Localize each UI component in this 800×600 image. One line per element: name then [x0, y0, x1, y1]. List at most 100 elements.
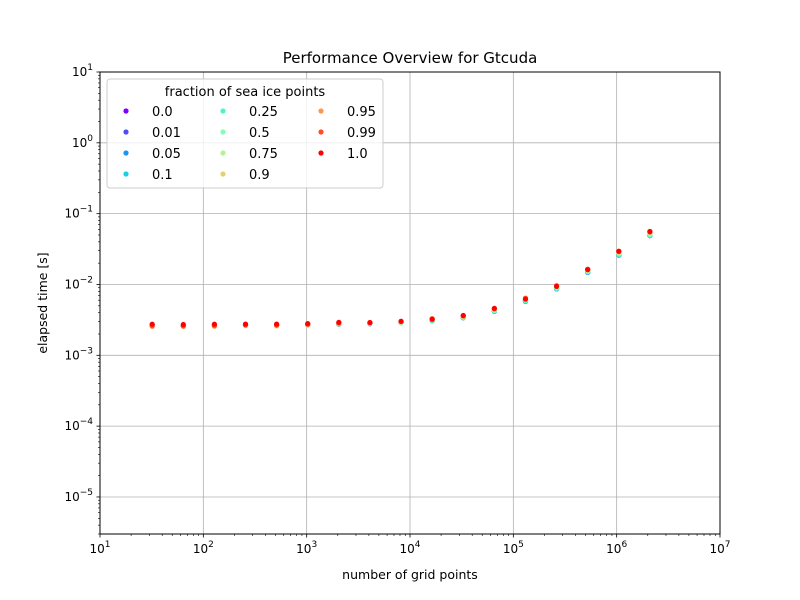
- data-point: [491, 305, 497, 311]
- legend-entry: 0.99: [318, 126, 376, 141]
- y-tick-label-base: 10: [64, 207, 79, 221]
- y-tick-label-base: 10: [72, 65, 87, 79]
- x-tick-label-exponent: 2: [208, 540, 214, 550]
- axis-ticks: 101 102 103 104 105 106 10710−510−410−310−210−…: [64, 63, 730, 556]
- data-point: [585, 267, 591, 273]
- legend-entry: 0.01: [123, 126, 181, 141]
- data-point: [274, 321, 280, 327]
- legend-marker: [123, 171, 129, 177]
- x-tick-label: 107: [709, 540, 730, 556]
- data-points: [149, 228, 653, 330]
- data-point: [242, 321, 249, 327]
- legend-label: 0.75: [249, 147, 278, 162]
- x-tick-label-exponent: 5: [518, 540, 524, 550]
- legend-marker: [123, 129, 129, 135]
- data-point: [647, 228, 653, 235]
- legend-label: 0.5: [249, 126, 270, 141]
- legend-entry: 0.9: [220, 168, 270, 183]
- data-point: [149, 321, 155, 327]
- y-axis-label: elapsed time [s]: [35, 252, 50, 353]
- y-tick-label: 10−3: [64, 346, 93, 362]
- data-point: [616, 248, 622, 254]
- legend-marker: [220, 171, 226, 177]
- y-tick-label: 10−2: [64, 275, 93, 291]
- x-tick-label-base: 10: [296, 542, 311, 556]
- legend-entry: 0.1: [123, 168, 173, 183]
- data-point: [398, 318, 404, 324]
- y-tick-label: 101: [72, 63, 93, 79]
- x-tick-label-exponent: 7: [725, 540, 731, 550]
- y-tick-label-exponent: −1: [80, 205, 93, 215]
- x-tick-label: 102: [193, 540, 214, 556]
- data-point: [180, 321, 186, 328]
- x-tick-label-exponent: 3: [311, 540, 317, 550]
- legend-label: 0.95: [347, 105, 376, 120]
- legend-entry: 0.05: [123, 147, 181, 162]
- y-tick-label: 10−5: [64, 488, 93, 504]
- data-point: [336, 319, 342, 325]
- x-tick-label-base: 10: [193, 542, 208, 556]
- x-tick-label-exponent: 4: [415, 540, 421, 550]
- legend-label: 0.0: [152, 105, 173, 120]
- legend-marker: [318, 108, 324, 114]
- y-tick-label-exponent: −4: [80, 417, 94, 427]
- x-tick-label-base: 10: [503, 542, 518, 556]
- y-tick-label-base: 10: [64, 348, 79, 362]
- data-point: [460, 312, 466, 319]
- legend-entry: 0.95: [318, 105, 376, 120]
- legend-title: fraction of sea ice points: [165, 85, 326, 100]
- chart-title: Performance Overview for Gtcuda: [283, 49, 538, 67]
- x-tick-label-base: 10: [399, 542, 414, 556]
- legend-marker: [220, 150, 226, 156]
- legend-label: 0.05: [152, 147, 181, 162]
- y-tick-label-exponent: −3: [80, 346, 93, 356]
- legend-entry: 0.25: [220, 105, 278, 120]
- legend-box: [106, 78, 384, 189]
- legend-marker: [318, 129, 324, 135]
- x-tick-label-base: 10: [606, 542, 621, 556]
- legend-label: 0.01: [152, 126, 181, 141]
- x-tick-label-base: 10: [89, 542, 104, 556]
- y-tick-label-base: 10: [64, 419, 79, 433]
- legend-label: 0.9: [249, 168, 270, 183]
- legend-label: 0.25: [249, 105, 278, 120]
- x-tick-label: 105: [503, 540, 524, 556]
- data-point: [305, 321, 311, 327]
- y-tick-label-base: 10: [64, 277, 79, 291]
- x-tick-label: 106: [606, 540, 627, 556]
- x-axis-label: number of grid points: [342, 567, 478, 582]
- y-tick-label: 10−1: [64, 205, 93, 221]
- y-tick-label-exponent: 0: [87, 134, 93, 144]
- legend-marker: [123, 108, 129, 114]
- x-tick-label-base: 10: [709, 542, 724, 556]
- x-tick-label: 103: [296, 540, 317, 556]
- y-tick-label: 100: [72, 134, 93, 150]
- data-point: [522, 296, 529, 302]
- x-tick-label-exponent: 1: [105, 540, 111, 550]
- data-point: [429, 316, 435, 322]
- legend-entry: 0.0: [123, 105, 173, 120]
- legend-marker: [123, 150, 129, 156]
- y-tick-label-exponent: 1: [87, 63, 93, 73]
- x-tick-label: 101: [89, 540, 110, 556]
- y-tick-label-base: 10: [72, 136, 87, 150]
- data-point: [211, 321, 218, 327]
- y-tick-label: 10−4: [64, 417, 93, 433]
- legend-label: 0.99: [347, 126, 376, 141]
- legend-marker: [220, 108, 226, 114]
- data-point: [367, 319, 373, 326]
- legend-entry: 0.5: [220, 126, 270, 141]
- y-tick-label-exponent: −5: [80, 488, 93, 498]
- y-tick-label-exponent: −2: [80, 275, 93, 285]
- legend-label: 0.1: [152, 168, 173, 183]
- y-tick-label-base: 10: [64, 490, 79, 504]
- legend: fraction of sea ice points 0.0 0.01 0.05 0.…: [106, 78, 384, 189]
- legend-marker: [220, 129, 226, 135]
- x-tick-label-exponent: 6: [621, 540, 627, 550]
- legend-entry: 1.0: [318, 147, 368, 162]
- series-1.0: [149, 228, 653, 328]
- legend-entry: 0.75: [220, 147, 278, 162]
- data-point: [553, 283, 560, 289]
- x-tick-label: 104: [399, 540, 420, 556]
